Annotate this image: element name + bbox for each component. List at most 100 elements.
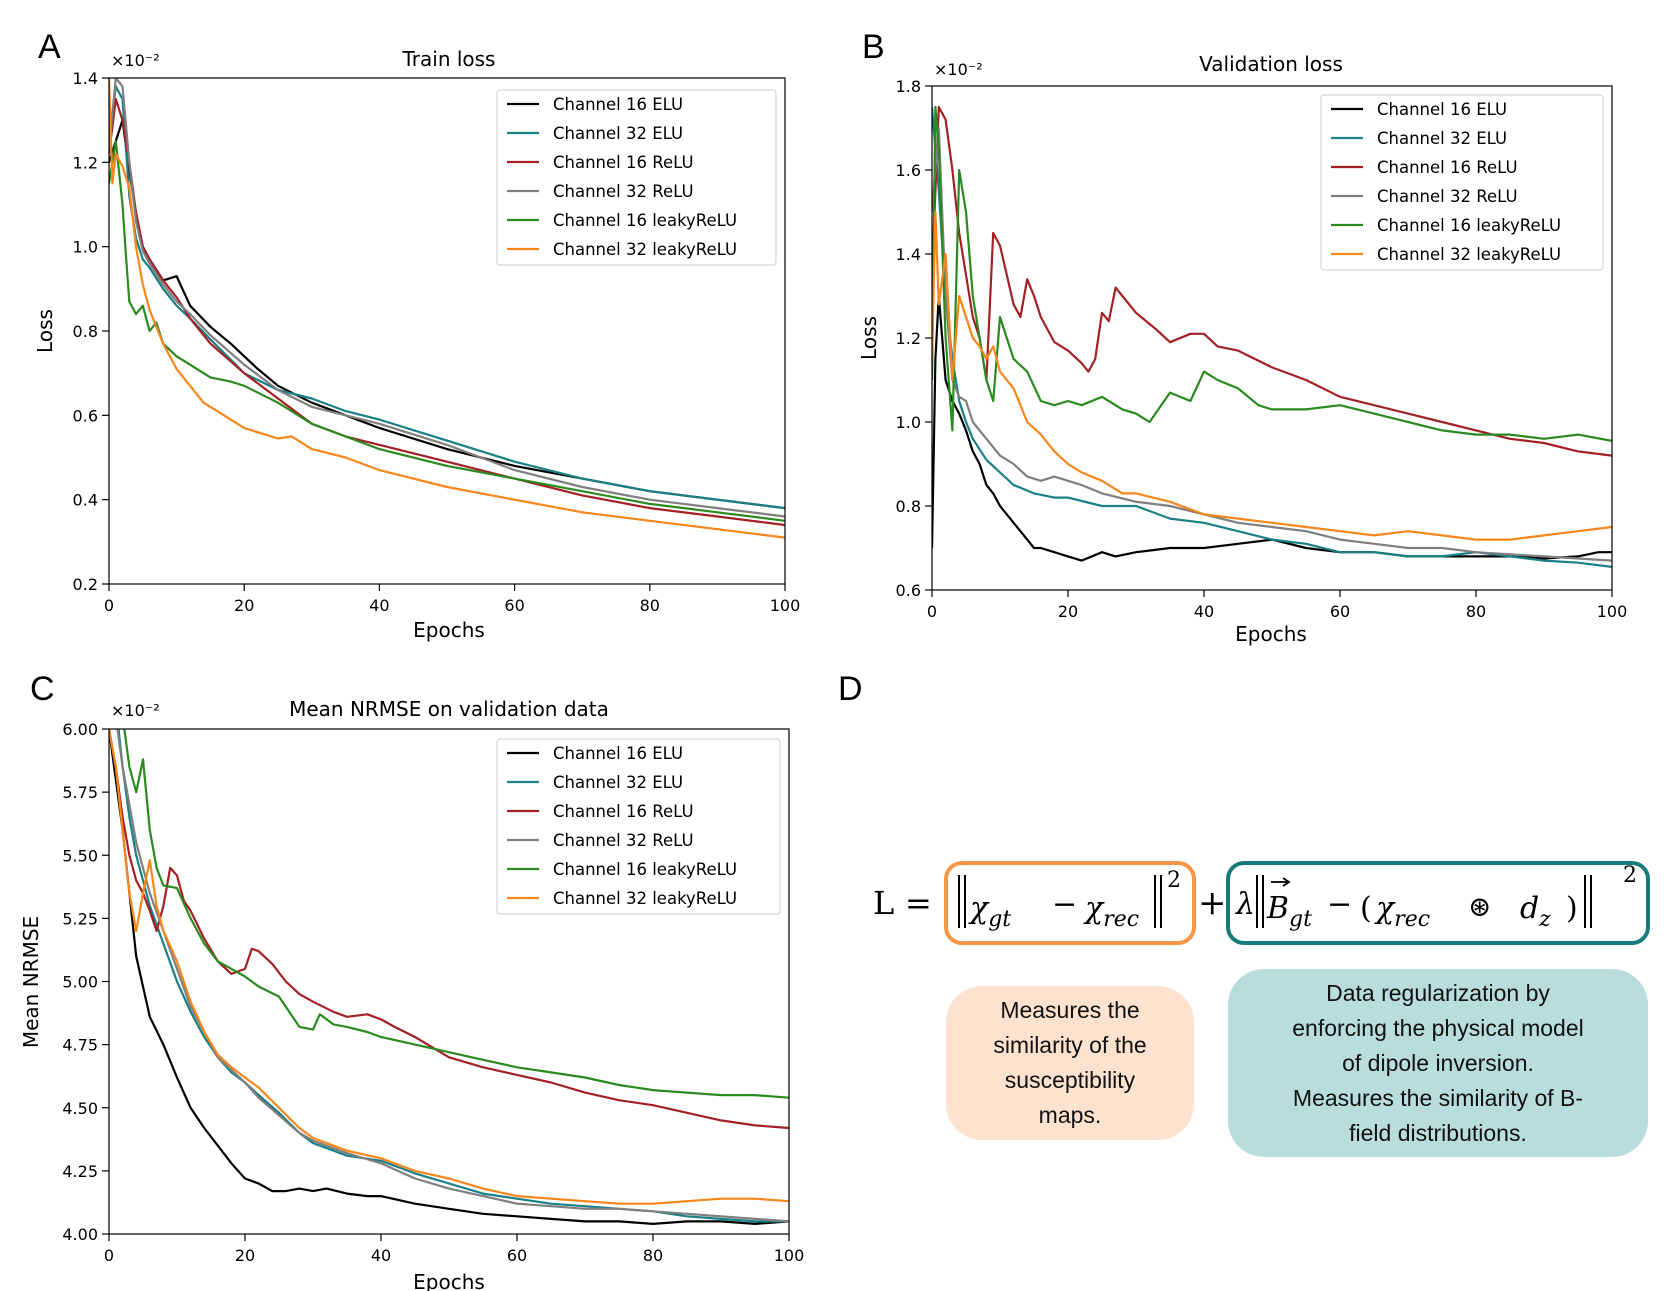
legend-label-c32-relu: Channel 32 ReLU — [553, 182, 694, 201]
legend-label-c32-elu: Channel 32 ELU — [553, 124, 683, 143]
panel-b-title: Validation loss — [1199, 52, 1343, 76]
chi-gt: χgt — [968, 891, 1011, 932]
panel-c-xlabel: Epochs — [413, 1270, 485, 1291]
y-tick-label: 1.2 — [73, 153, 98, 172]
similarity-description-box: Measures the similarity of the susceptib… — [946, 986, 1194, 1140]
panel-b-ylabel: Loss — [857, 316, 881, 360]
panel-a-ylabel: Loss — [33, 309, 57, 353]
series-line-channel-32-leakyrelu — [109, 78, 785, 539]
x-tick-label: 20 — [235, 1246, 255, 1265]
series-line-channel-16-leakyrelu — [932, 105, 1612, 442]
series-line-channel-32-relu — [932, 126, 1612, 562]
lambda-symbol: λ — [1235, 887, 1255, 922]
legend-label-c16-relu: Channel 16 ReLU — [1377, 158, 1518, 177]
formula-plus: + — [1198, 883, 1227, 923]
panel-letter-b: B — [862, 28, 885, 66]
legend-label-c16-elu: Channel 16 ELU — [553, 95, 683, 114]
panel-b-xlabel: Epochs — [1235, 622, 1307, 646]
panel-letter-c: C — [30, 670, 55, 708]
x-tick-label: 0 — [104, 1246, 114, 1265]
legend-frame — [1320, 94, 1604, 271]
x-tick-label: 100 — [1597, 602, 1628, 621]
panel-b-legend: Channel 16 ELU Channel 32 ELU Channel 16… — [1320, 94, 1604, 271]
x-tick-label: 80 — [643, 1246, 663, 1265]
series-line-channel-32-elu — [932, 106, 1612, 568]
legend-label-c32-leaky: Channel 32 leakyReLU — [553, 240, 737, 259]
legend-label-c16-leaky: Channel 16 leakyReLU — [553, 211, 737, 230]
b-field-gt: Bgt — [1266, 891, 1312, 932]
y-tick-label: 0.6 — [896, 581, 921, 600]
square-exponent: 2 — [1167, 868, 1181, 893]
panel-letter-d: D — [838, 670, 863, 708]
x-tick-label: 40 — [369, 596, 389, 615]
series-line-channel-16-elu — [109, 729, 789, 1225]
legend-label-c32-leaky: Channel 32 leakyReLU — [553, 889, 737, 908]
regularization-description-text: Data regularization by enforcing the phy… — [1292, 979, 1584, 1146]
x-tick-label: 40 — [1194, 602, 1214, 621]
panel-a-title: Train loss — [402, 47, 496, 71]
legend-label-c32-relu: Channel 32 ReLU — [553, 831, 694, 850]
legend-frame — [496, 89, 777, 266]
x-tick-label: 0 — [104, 596, 114, 615]
legend-label-c16-leaky: Channel 16 leakyReLU — [553, 860, 737, 879]
y-tick-label: 1.4 — [73, 69, 98, 88]
legend-label-c32-elu: Channel 32 ELU — [1377, 129, 1507, 148]
panel-c-legend: Channel 16 ELU Channel 32 ELU Channel 16… — [496, 738, 781, 915]
similarity-description-text: Measures the similarity of the susceptib… — [993, 997, 1147, 1128]
panel-a: A Train loss ×10⁻² 0 20 40 60 80 100 0.2 0.4 0.6… — [33, 28, 800, 642]
panel-c-axes-frame — [108, 728, 790, 1235]
legend-label-c32-relu: Channel 32 ReLU — [1377, 187, 1518, 206]
x-tick-label: 80 — [640, 596, 660, 615]
y-tick-label: 0.4 — [73, 491, 98, 510]
x-tick-label: 60 — [504, 596, 524, 615]
y-tick-label: 4.25 — [62, 1162, 98, 1181]
y-tick-label: 0.2 — [73, 575, 98, 594]
x-tick-label: 40 — [371, 1246, 391, 1265]
y-tick-label: 1.4 — [896, 245, 921, 264]
panel-d: D L = χgt − χrec 2 + λ Bgt − ( χrec ⊛ dz… — [838, 670, 1650, 945]
series-line-channel-16-relu — [109, 729, 789, 1130]
panel-c-ylabel: Mean NRMSE — [19, 916, 43, 1048]
y-tick-label: 1.2 — [896, 329, 921, 348]
paren-open: ( — [1360, 891, 1372, 926]
x-tick-label: 20 — [1058, 602, 1078, 621]
y-tick-label: 5.00 — [62, 973, 98, 992]
legend-label-c32-elu: Channel 32 ELU — [553, 773, 683, 792]
panel-c: C Mean NRMSE on validation data ×10⁻² 0 2… — [19, 670, 804, 1291]
y-tick-label: 1.0 — [73, 238, 98, 257]
y-tick-label: 6.00 — [62, 720, 98, 739]
series-line-channel-32-relu — [109, 729, 789, 1223]
minus-sign: − — [1327, 887, 1352, 922]
panel-b-scale-label: ×10⁻² — [934, 60, 983, 79]
legend-label-c16-elu: Channel 16 ELU — [553, 744, 683, 763]
legend-frame — [496, 738, 781, 915]
panel-a-scale-label: ×10⁻² — [111, 51, 160, 70]
y-tick-label: 0.6 — [73, 406, 98, 425]
square-exponent: 2 — [1623, 863, 1637, 888]
panel-b: B Validation loss ×10⁻² 0 20 40 60 80 1000.60… — [857, 28, 1627, 646]
regularization-description-box: Data regularization by enforcing the phy… — [1228, 969, 1648, 1157]
legend-label-c16-relu: Channel 16 ReLU — [553, 153, 694, 172]
y-tick-label: 5.25 — [62, 909, 98, 928]
x-tick-label: 20 — [234, 596, 254, 615]
regularization-term-box — [1226, 861, 1650, 945]
panel-c-title: Mean NRMSE on validation data — [289, 697, 609, 721]
convolution-symbol: ⊛ — [1468, 890, 1491, 923]
series-line-channel-16-leakyrelu — [109, 140, 785, 522]
x-tick-label: 60 — [1330, 602, 1350, 621]
panel-a-axes-frame — [108, 77, 786, 585]
y-tick-label: 0.8 — [73, 322, 98, 341]
legend-label-c16-leaky: Channel 16 leakyReLU — [1377, 216, 1561, 235]
y-tick-label: 4.75 — [62, 1036, 98, 1055]
panel-letter-a: A — [38, 28, 61, 66]
legend-label-c32-leaky: Channel 32 leakyReLU — [1377, 245, 1561, 264]
minus-sign: − — [1052, 887, 1077, 922]
y-tick-label: 1.8 — [896, 77, 921, 96]
dipole-kernel: dz — [1520, 891, 1551, 932]
panel-c-plot: 0 20 40 60 80 100 4.00 4.25 4.50 4.75 5.00 5.25 5.50… — [62, 720, 804, 1265]
x-tick-label: 0 — [927, 602, 937, 621]
y-tick-label: 1.6 — [896, 161, 921, 180]
panel-a-xlabel: Epochs — [413, 618, 485, 642]
formula-lhs: L — [873, 884, 894, 922]
